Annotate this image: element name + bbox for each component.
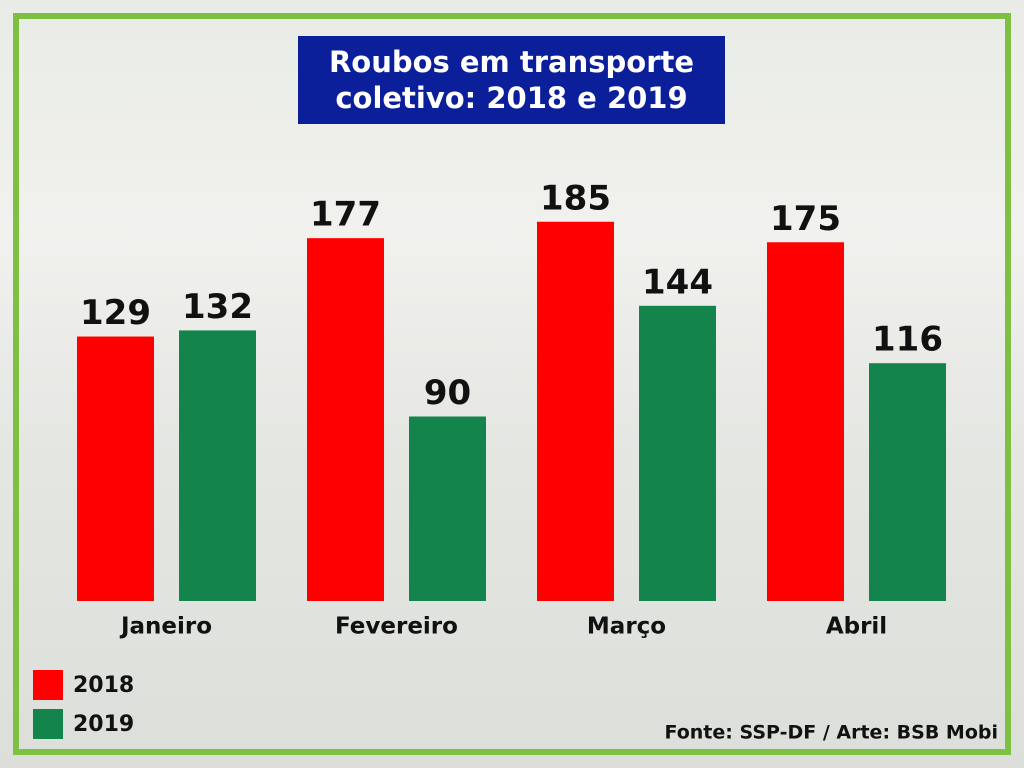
data-label: 129 xyxy=(80,293,151,333)
bar xyxy=(537,221,614,601)
bar xyxy=(77,336,154,601)
x-tick-label: Março xyxy=(587,614,666,640)
x-tick-label: Fevereiro xyxy=(335,614,458,640)
legend-label: 2019 xyxy=(73,712,134,737)
x-tick-label: Janeiro xyxy=(119,614,212,640)
legend-label: 2018 xyxy=(73,673,134,698)
bar xyxy=(307,238,384,601)
data-label: 90 xyxy=(424,373,471,413)
chart-title: Roubos em transporte coletivo: 2018 e 20… xyxy=(298,36,725,124)
data-label: 177 xyxy=(310,195,381,235)
data-label: 175 xyxy=(770,199,841,239)
source: Fonte: SSP-DF / Arte: BSB Mobi xyxy=(665,722,998,744)
bar xyxy=(409,416,486,601)
bar xyxy=(639,305,716,601)
frame xyxy=(13,13,1011,755)
bar xyxy=(869,363,946,601)
data-label: 144 xyxy=(642,262,713,302)
legend-swatch xyxy=(33,670,63,700)
data-label: 185 xyxy=(540,178,611,218)
x-tick-label: Abril xyxy=(826,614,887,640)
bar xyxy=(767,242,844,601)
data-label: 132 xyxy=(182,287,253,327)
data-label: 116 xyxy=(872,320,943,360)
bar xyxy=(179,330,256,601)
legend-swatch xyxy=(33,709,63,739)
